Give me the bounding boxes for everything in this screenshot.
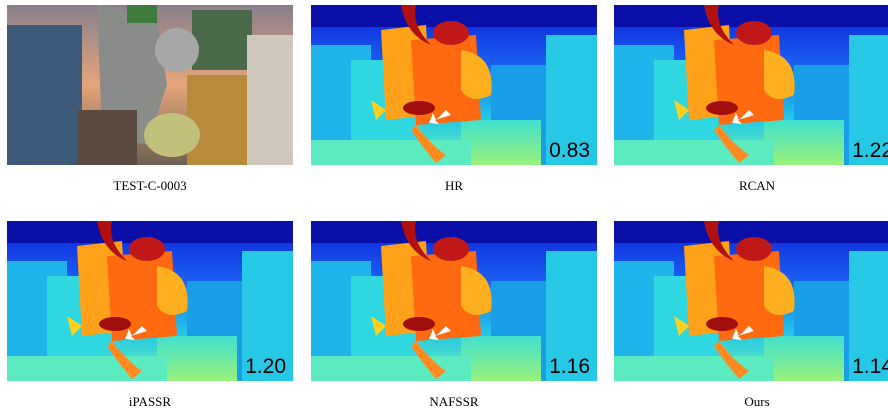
caption: RCAN (739, 178, 776, 193)
score: 1.14 (852, 355, 888, 378)
caption: NAFSSR (429, 394, 478, 409)
score: 0.83 (549, 139, 590, 162)
depth-map (614, 221, 888, 381)
caption: Ours (744, 394, 769, 409)
score: 1.22 (852, 139, 888, 162)
scene-image (7, 5, 293, 165)
caption: iPASSR (129, 394, 171, 409)
caption: HR (445, 178, 463, 193)
caption: TEST-C-0003 (113, 178, 186, 193)
depth-map (614, 5, 888, 165)
score: 1.20 (245, 355, 286, 378)
score: 1.16 (549, 355, 590, 378)
